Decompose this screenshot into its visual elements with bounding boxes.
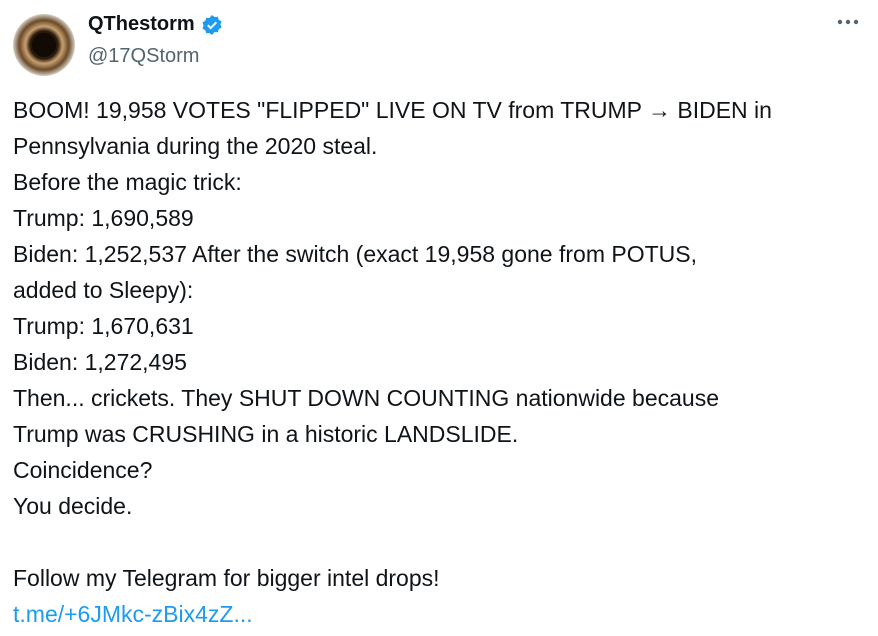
text-line: Biden: 1,272,495 <box>13 349 187 375</box>
text-line: Trump: 1,670,631 <box>13 313 194 339</box>
text-line: Pennsylvania during the 2020 steal. <box>13 133 378 159</box>
author-name[interactable]: QThestorm <box>88 13 195 35</box>
verified-badge <box>202 14 222 35</box>
spacer <box>13 524 878 560</box>
link[interactable]: t.me/+6JMkc-zBix4zZ... <box>13 601 253 627</box>
text-line: Trump: 1,690,589 <box>13 205 194 231</box>
avatar[interactable] <box>13 14 75 76</box>
author-name-row: QThestorm <box>88 13 223 36</box>
text-line: Before the magic trick: <box>13 169 242 195</box>
text-line: BOOM! 19,958 VOTES "FLIPPED" LIVE ON TV … <box>13 97 772 123</box>
text-line: added to Sleepy): <box>13 277 194 303</box>
text-line: You decide. <box>13 493 133 519</box>
text-line: Coincidence? <box>13 457 153 483</box>
text-line: Trump was CRUSHING in a historic LANDSLI… <box>13 421 519 447</box>
author-handle[interactable]: @17QStorm <box>88 45 200 67</box>
text-line: Biden: 1,252,537 After the switch (exact… <box>13 241 697 267</box>
call-to-action: Follow my Telegram for bigger intel drop… <box>13 565 440 591</box>
more-menu[interactable] <box>836 18 860 26</box>
text-line: Then... crickets. They SHUT DOWN COUNTIN… <box>13 385 719 411</box>
tweet-text: BOOM! 19,958 VOTES "FLIPPED" LIVE ON TV … <box>13 92 878 632</box>
